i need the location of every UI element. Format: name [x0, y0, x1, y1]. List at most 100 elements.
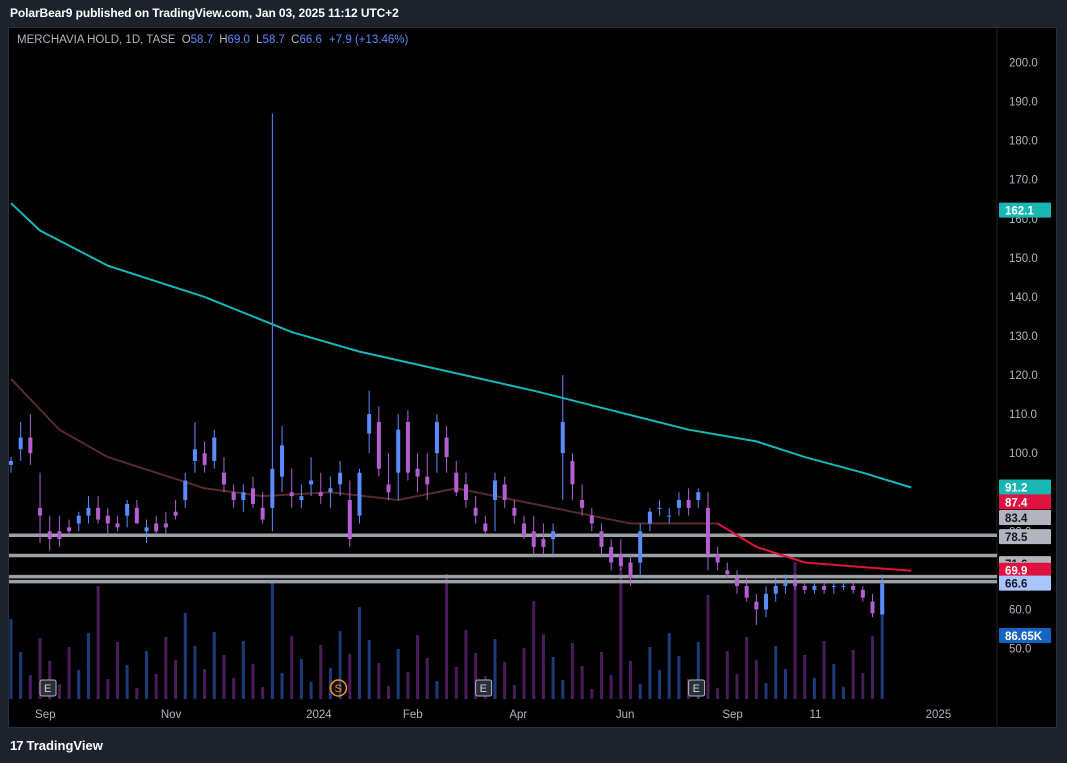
volume-bar: [812, 678, 816, 699]
volume-bar: [841, 687, 845, 699]
price-axis-label-bg: [999, 575, 1051, 591]
earnings-event-box: [39, 679, 57, 697]
candle-body: [880, 583, 885, 615]
price-axis-label: 78.5: [999, 529, 1051, 545]
y-tick-label: 150.0: [1009, 253, 1038, 265]
price-axis-label: 91.2: [999, 479, 1051, 495]
candle-body: [299, 496, 304, 501]
legend-close: 66.6: [299, 34, 322, 46]
event-marker-label: S: [334, 683, 341, 695]
candle-body: [221, 472, 226, 485]
candle-body: [570, 460, 575, 485]
volume-bar: [609, 675, 613, 699]
candle-body: [47, 531, 52, 540]
legend-high: 69.0: [227, 34, 250, 46]
candle-body: [67, 527, 72, 532]
split-event-circle: [329, 679, 348, 697]
candle-body: [744, 585, 749, 598]
price-axis-label-bg: [999, 202, 1051, 218]
candle-body: [280, 445, 285, 477]
volume-bar: [706, 595, 710, 699]
volume-bar: [328, 668, 332, 699]
volume-bar: [406, 672, 410, 699]
candle-body: [754, 601, 759, 610]
earnings-event-marker[interactable]: E: [39, 679, 57, 697]
price-axis-label: 83.4: [999, 510, 1051, 525]
candle-body: [396, 429, 401, 473]
legend-open: 58.7: [190, 34, 214, 46]
volume-bar: [319, 645, 323, 699]
candle-body: [783, 582, 788, 586]
chart-frame[interactable]: 200.0 190.0 180.0 170.0 160.0 150.0 140.0 130.0…: [8, 27, 1058, 729]
price-axis-label-text: 91.2: [1005, 483, 1027, 495]
candle-body: [463, 484, 468, 501]
candle-body: [309, 480, 314, 485]
y-tick-label: 130.0: [1009, 331, 1038, 343]
candle-body: [473, 507, 478, 516]
candle-body: [676, 500, 681, 508]
earnings-event-marker[interactable]: E: [688, 679, 706, 697]
event-marker-label: E: [693, 683, 700, 695]
candle-body: [667, 515, 672, 517]
x-tick-label: 11: [809, 709, 821, 721]
x-tick-label: Apr: [509, 709, 527, 721]
volume-bar: [280, 673, 284, 699]
price-axis-label-bg: [999, 494, 1051, 510]
candle-body: [28, 437, 33, 454]
price-chart[interactable]: 200.0190.0180.0170.0160.0150.0140.0130.0…: [9, 28, 1058, 729]
volume-bar: [77, 670, 81, 699]
symbol-legend: MERCHAVIA HOLD, 1D, TASE O58.7 H69.0 L58…: [17, 34, 408, 46]
y-tick-label: 60.0: [1009, 604, 1031, 616]
volume-bar: [445, 574, 449, 699]
volume-bar: [570, 643, 574, 699]
volume-bar: [145, 651, 149, 699]
volume-bar: [222, 655, 226, 699]
price-axis-label-bg: [999, 628, 1051, 643]
volume-bar: [9, 619, 13, 699]
candle-body: [647, 511, 652, 524]
candle-body: [822, 585, 827, 590]
price-axis-label-text: 83.4: [1005, 513, 1028, 525]
x-tick-label: 2024: [306, 709, 332, 721]
volume-bar: [754, 660, 758, 699]
candle-body: [444, 437, 449, 458]
candle-body: [599, 531, 604, 547]
volume-bar: [106, 679, 110, 699]
volume-bar: [716, 688, 720, 699]
candle-body: [105, 515, 110, 524]
x-tick-label: Nov: [161, 709, 182, 721]
volume-bar: [425, 658, 429, 699]
footer-brand: TradingView: [26, 738, 103, 753]
candle-body: [686, 500, 691, 508]
candle-body: [860, 589, 865, 598]
candle-body: [657, 507, 662, 509]
volume-bar: [164, 637, 168, 699]
volume-bar: [764, 683, 768, 699]
volume-bar: [619, 568, 623, 699]
volume-bar: [667, 633, 671, 699]
volume-bar: [377, 663, 381, 699]
volume-bar: [261, 687, 265, 699]
candle-body: [251, 488, 255, 504]
candle-body: [715, 554, 720, 563]
candle-body: [57, 531, 62, 540]
candle-body: [609, 546, 614, 563]
volume-bar: [648, 647, 652, 699]
split-event-marker[interactable]: S: [329, 679, 348, 697]
candle-body: [618, 554, 623, 567]
price-axis-label: 66.6: [999, 575, 1051, 591]
volume-bar: [174, 660, 178, 699]
volume-bar: [135, 688, 139, 699]
earnings-event-marker[interactable]: E: [475, 679, 493, 697]
volume-bar: [793, 562, 797, 699]
candle-body: [86, 507, 91, 516]
candle-body: [522, 523, 527, 536]
x-tick-label: Feb: [403, 709, 423, 721]
legend-low: 58.7: [262, 34, 285, 46]
volume-bar: [19, 652, 23, 699]
x-tick-label: Sep: [722, 709, 742, 721]
volume-bar: [696, 642, 700, 699]
y-tick-label: 100.0: [1009, 448, 1038, 460]
candle-body: [831, 585, 836, 587]
tradingview-footer[interactable]: 17 TradingView: [10, 738, 103, 753]
